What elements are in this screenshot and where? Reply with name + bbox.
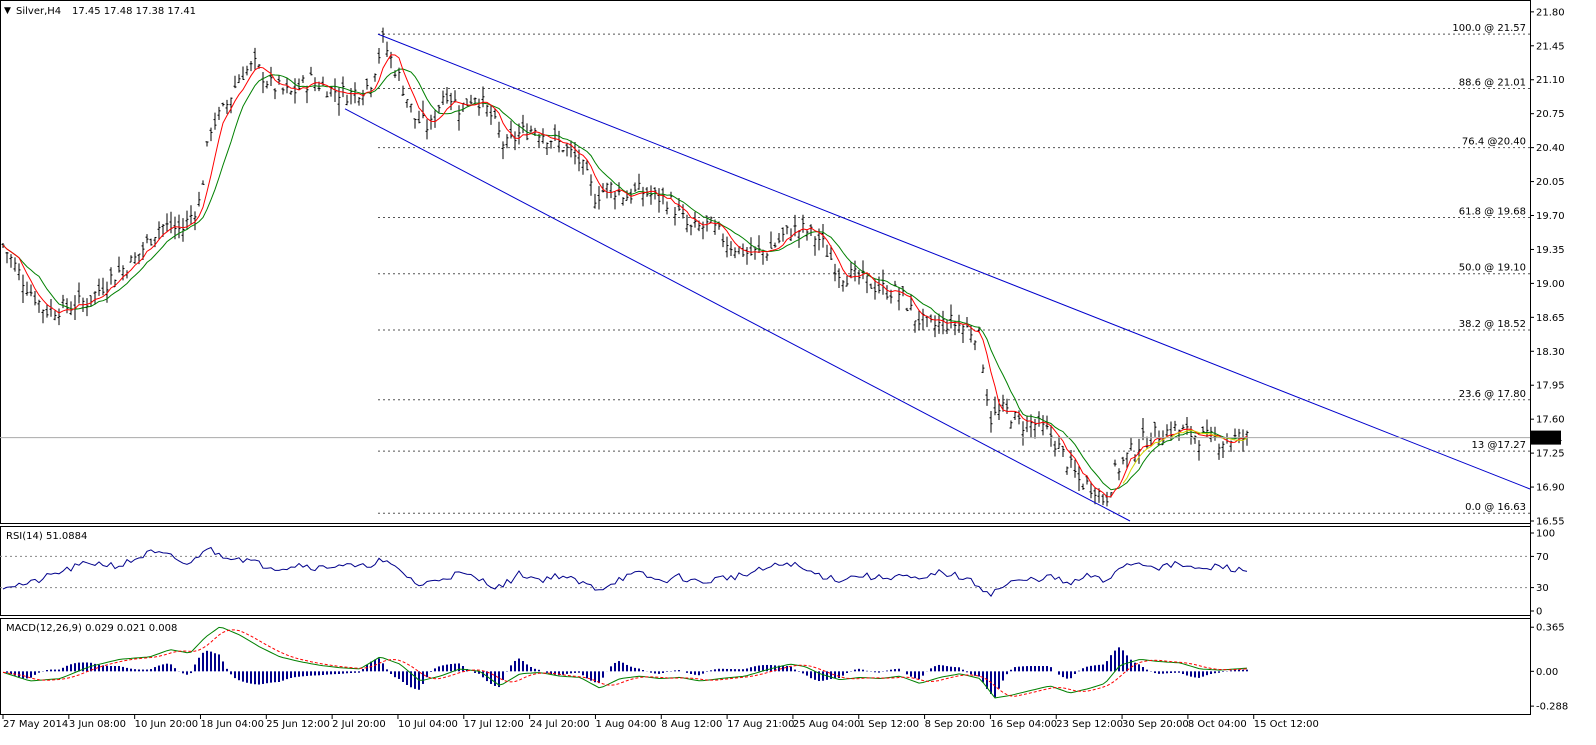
price-tick-label: 20.05 [1536,177,1565,188]
price-tick-label: 19.70 [1536,211,1565,222]
rsi-tick-label: 100 [1536,529,1555,540]
channel-upper-line [377,33,1531,490]
time-tick-label: 17 Jul 12:00 [464,719,524,730]
time-tick-label: 18 Jun 04:00 [200,719,264,730]
price-tick-label: 19.35 [1536,245,1565,256]
price-tick-label: 18.30 [1536,347,1565,358]
fib-level-label: 0.0 @ 16.63 [1465,502,1526,513]
fibonacci-levels: 100.0 @ 21.57 88.6 @ 21.01 76.4 @20.40 61.8… [378,23,1530,514]
chart-menu-icon[interactable]: ▼ [4,6,11,16]
macd-panel-frame [0,618,1531,715]
price-tick-label: 20.75 [1536,109,1565,120]
ma-fast-line [2,54,1248,498]
ma-third-line [1122,429,1248,484]
time-tick-label: 25 Aug 04:00 [793,719,860,730]
price-tick-label: 17.25 [1536,449,1565,460]
time-tick-label: 17 Aug 21:00 [727,719,794,730]
current-price-marker: 17.41 [0,430,1563,445]
time-tick-label: 24 Jul 20:00 [530,719,590,730]
fib-level-label: 50.0 @ 19.10 [1459,263,1526,274]
fib-level-label: 61.8 @ 19.68 [1459,206,1526,217]
rsi-tick-label: 30 [1536,583,1549,594]
current-price-badge [1531,430,1561,445]
main-price-axis: 21.80 21.45 21.10 20.75 20.40 20.05 19.70 19.35… [1530,7,1565,528]
time-tick-label: 10 Jul 04:00 [398,719,458,730]
rsi-tick-label: 0 [1536,607,1542,618]
rsi-label: RSI(14) 51.0884 [6,531,87,542]
rsi-panel-frame [0,526,1531,616]
rsi-line [2,546,1248,597]
rsi-tick-label: 70 [1536,552,1549,563]
descending-channel [344,33,1531,522]
fib-level-label: 88.6 @ 21.01 [1459,77,1526,88]
time-tick-label: 25 Jun 12:00 [266,719,330,730]
time-tick-label: 1 Aug 04:00 [595,719,656,730]
macd-label: MACD(12,26,9) 0.029 0.021 0.008 [6,623,177,634]
moving-averages [2,54,1248,498]
price-tick-label: 16.55 [1536,517,1565,528]
price-tick-label: 16.90 [1536,483,1565,494]
fib-level-label: 100.0 @ 21.57 [1452,23,1526,34]
time-tick-label: 8 Oct 04:00 [1188,719,1247,730]
main-panel-frame [0,0,1531,524]
time-axis: 27 May 2014 3 Jun 08:00 10 Jun 20:00 18 Jun… [2,714,1319,730]
macd-tick-label: -0.288 [1536,702,1568,713]
macd-indicator: 0.365 0.00 -0.288 [2,623,1568,713]
current-price-label: 17.41 [1534,433,1563,444]
price-tick-label: 19.00 [1536,279,1565,290]
time-tick-label: 8 Aug 12:00 [661,719,722,730]
time-tick-label: 2 Jul 20:00 [332,719,386,730]
macd-tick-label: 0.00 [1536,667,1558,678]
rsi-indicator: 100 70 30 0 [0,529,1555,618]
macd-signal-line [2,629,1248,697]
price-tick-label: 21.80 [1536,7,1565,18]
price-tick-label: 21.10 [1536,75,1565,86]
price-tick-label: 17.95 [1536,381,1565,392]
price-tick-label: 18.65 [1536,313,1565,324]
ohlc-label: 17.45 17.48 17.38 17.41 [72,6,196,17]
macd-line [2,626,1248,699]
time-tick-label: 15 Oct 12:00 [1254,719,1319,730]
time-tick-label: 1 Sep 12:00 [859,719,919,730]
fib-level-label: 76.4 @20.40 [1462,137,1526,148]
price-tick-label: 17.60 [1536,415,1565,426]
ma-slow-line [2,68,1248,491]
time-tick-label: 8 Sep 20:00 [925,719,985,730]
price-tick-label: 20.40 [1536,143,1565,154]
symbol-label: Silver,H4 [16,6,61,17]
time-tick-label: 16 Sep 04:00 [990,719,1057,730]
fib-level-label: 13 @17.27 [1471,440,1526,451]
time-tick-label: 10 Jun 20:00 [135,719,199,730]
price-tick-label: 21.45 [1536,41,1565,52]
time-tick-label: 27 May 2014 [3,719,68,730]
fib-level-label: 38.2 @ 18.52 [1459,319,1526,330]
macd-tick-label: 0.365 [1536,623,1565,634]
channel-lower-line [344,108,1131,522]
time-tick-label: 3 Jun 08:00 [69,719,126,730]
fib-level-label: 23.6 @ 17.80 [1459,389,1526,400]
time-tick-label: 23 Sep 12:00 [1056,719,1123,730]
time-tick-label: 30 Sep 20:00 [1122,719,1189,730]
ohlc-bars [1,27,1249,507]
